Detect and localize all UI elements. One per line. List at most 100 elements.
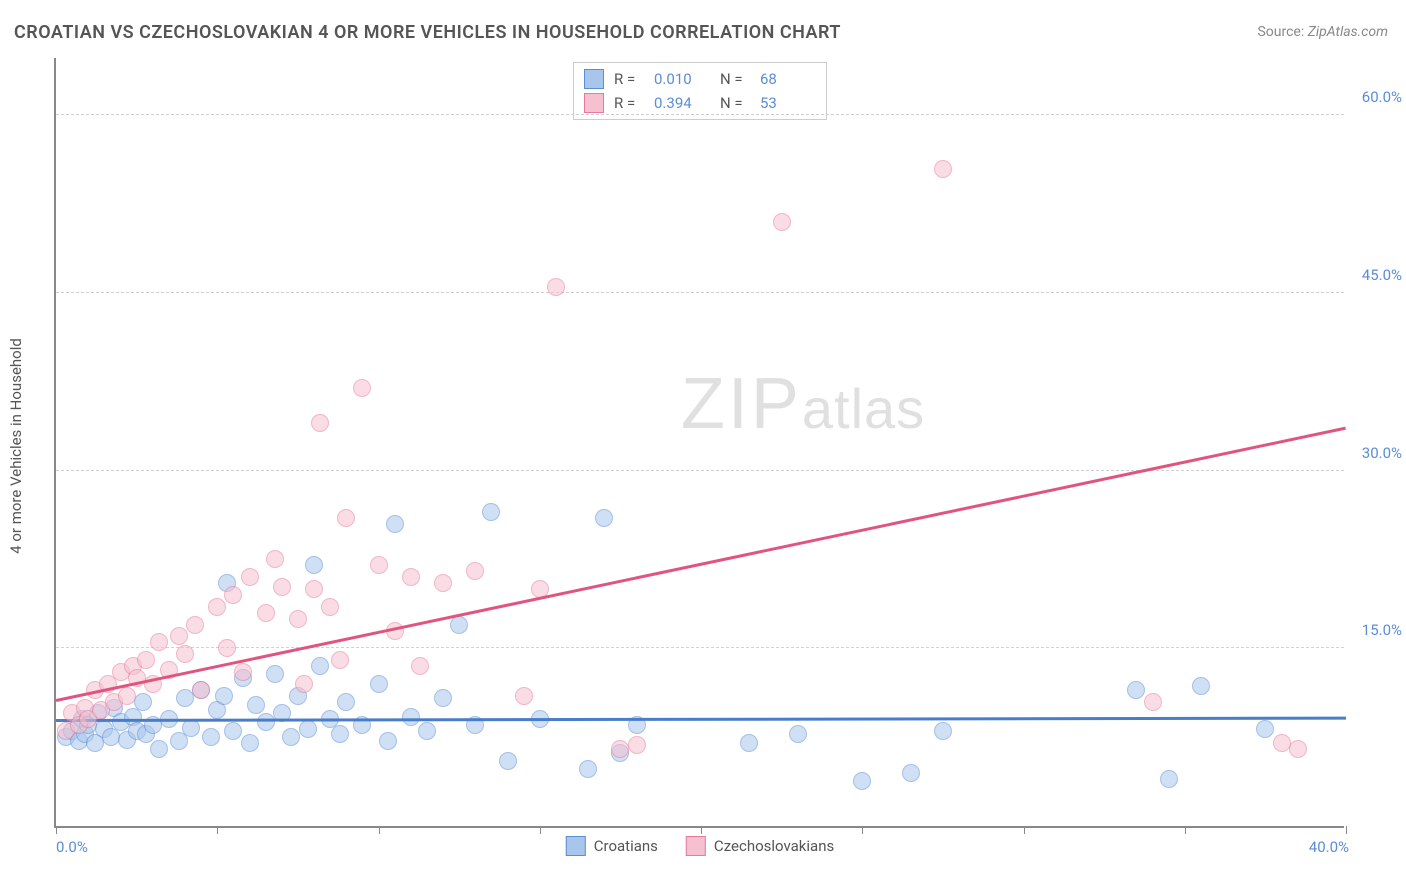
scatter-point <box>1160 770 1178 788</box>
scatter-point <box>247 696 265 714</box>
scatter-point <box>295 675 313 693</box>
x-tick <box>1024 826 1025 834</box>
scatter-point <box>150 633 168 651</box>
legend-bottom-label-1: Czechoslovakians <box>714 837 834 855</box>
x-tick <box>379 826 380 834</box>
trend-line <box>56 427 1347 702</box>
legend-swatch-1 <box>584 93 604 113</box>
scatter-point <box>321 598 339 616</box>
scatter-point <box>170 627 188 645</box>
scatter-point <box>150 740 168 758</box>
x-tick <box>862 826 863 834</box>
y-tick-label: 30.0% <box>1362 444 1402 462</box>
legend-stats-row-0: R = 0.010 N = 68 <box>584 67 816 91</box>
scatter-point <box>299 720 317 738</box>
scatter-point <box>331 725 349 743</box>
scatter-point <box>186 616 204 634</box>
scatter-point <box>289 610 307 628</box>
x-tick <box>56 826 57 834</box>
scatter-point <box>176 645 194 663</box>
scatter-point <box>902 764 920 782</box>
scatter-point <box>305 556 323 574</box>
scatter-point <box>402 568 420 586</box>
scatter-point <box>370 556 388 574</box>
scatter-point <box>282 728 300 746</box>
scatter-point <box>579 760 597 778</box>
scatter-point <box>379 732 397 750</box>
n-value-0: 68 <box>760 70 816 88</box>
scatter-point <box>434 574 452 592</box>
scatter-point <box>418 722 436 740</box>
scatter-point <box>499 752 517 770</box>
scatter-point <box>353 379 371 397</box>
scatter-point <box>370 675 388 693</box>
legend-swatch-0 <box>584 69 604 89</box>
n-value-1: 53 <box>760 94 816 112</box>
scatter-point <box>182 719 200 737</box>
scatter-point <box>611 740 629 758</box>
gridline-h <box>56 647 1344 648</box>
watermark-atlas: atlas <box>802 377 925 440</box>
scatter-point <box>934 160 952 178</box>
gridline-h <box>56 114 1344 115</box>
plot-area: ZIPatlas R = 0.010 N = 68 R = 0.394 N = … <box>54 58 1344 828</box>
scatter-point <box>1144 693 1162 711</box>
scatter-point <box>853 772 871 790</box>
scatter-point <box>773 213 791 231</box>
scatter-point <box>311 657 329 675</box>
legend-bottom-swatch-1 <box>686 836 706 856</box>
scatter-point <box>176 689 194 707</box>
scatter-point <box>134 693 152 711</box>
scatter-point <box>1256 720 1274 738</box>
scatter-point <box>311 414 329 432</box>
scatter-point <box>208 598 226 616</box>
scatter-point <box>234 663 252 681</box>
source-attribution: Source: ZipAtlas.com <box>1257 24 1388 40</box>
chart-title: CROATIAN VS CZECHOSLOVAKIAN 4 OR MORE VE… <box>14 22 841 43</box>
scatter-point <box>934 722 952 740</box>
x-tick <box>1346 826 1347 834</box>
scatter-point <box>411 657 429 675</box>
scatter-point <box>482 503 500 521</box>
legend-item-0: Croatians <box>566 836 658 856</box>
scatter-point <box>740 734 758 752</box>
x-tick <box>701 826 702 834</box>
legend-bottom-swatch-0 <box>566 836 586 856</box>
y-tick-label: 45.0% <box>1362 266 1402 284</box>
scatter-point <box>337 509 355 527</box>
scatter-point <box>789 725 807 743</box>
scatter-point <box>273 578 291 596</box>
scatter-point <box>515 687 533 705</box>
scatter-point <box>386 515 404 533</box>
legend-item-1: Czechoslovakians <box>686 836 834 856</box>
r-label-0: R = <box>614 70 644 88</box>
x-tick <box>1185 826 1186 834</box>
legend-stats: R = 0.010 N = 68 R = 0.394 N = 53 <box>573 62 827 120</box>
x-tick <box>540 826 541 834</box>
n-label-1: N = <box>720 94 750 112</box>
gridline-h <box>56 292 1344 293</box>
scatter-point <box>450 616 468 634</box>
scatter-point <box>266 550 284 568</box>
r-value-0: 0.010 <box>654 70 710 88</box>
scatter-point <box>337 693 355 711</box>
x-min-label: 0.0% <box>56 838 88 856</box>
y-tick-label: 15.0% <box>1362 621 1402 639</box>
r-value-1: 0.394 <box>654 94 710 112</box>
x-tick <box>217 826 218 834</box>
scatter-point <box>192 681 210 699</box>
scatter-point <box>241 734 259 752</box>
legend-bottom-label-0: Croatians <box>594 837 658 855</box>
scatter-point <box>118 687 136 705</box>
scatter-point <box>466 562 484 580</box>
x-max-label: 40.0% <box>1309 838 1349 856</box>
scatter-point <box>595 509 613 527</box>
scatter-point <box>241 568 259 586</box>
scatter-point <box>266 665 284 683</box>
watermark: ZIPatlas <box>681 363 925 445</box>
legend-series: Croatians Czechoslovakians <box>566 836 834 856</box>
y-tick-label: 60.0% <box>1362 88 1402 106</box>
y-axis-title: 4 or more Vehicles in Household <box>7 338 25 554</box>
scatter-point <box>1289 740 1307 758</box>
r-label-1: R = <box>614 94 644 112</box>
